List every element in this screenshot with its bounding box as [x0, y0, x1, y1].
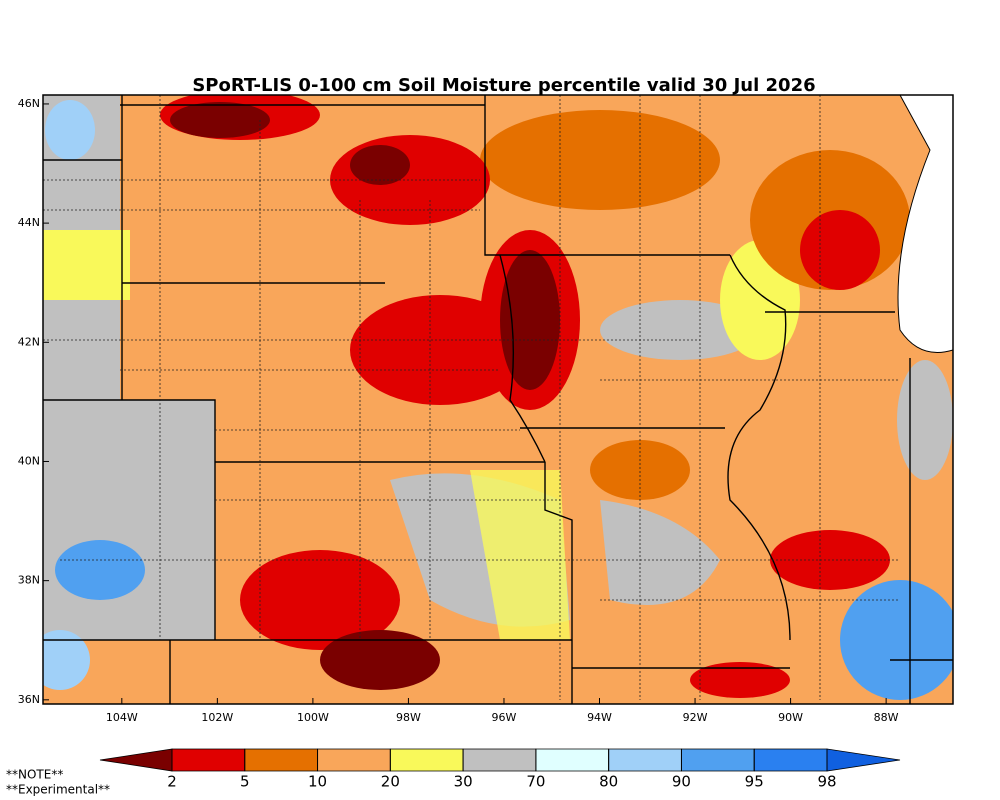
colorbar-bin [462, 748, 537, 772]
colorbar-bin [608, 748, 682, 772]
lat-tick-label: 38N [18, 574, 40, 587]
map-frame [42, 94, 954, 705]
lat-tick-label: 44N [18, 216, 40, 229]
lat-tick-label: 42N [18, 335, 40, 348]
colorbar-label: 90 [672, 773, 691, 791]
colorbar-bin [244, 748, 318, 772]
colorbar-label: 20 [381, 773, 400, 791]
lon-tick-label: 94W [587, 711, 612, 724]
lon-tick-label: 96W [492, 711, 517, 724]
colorbar-label: 70 [526, 773, 545, 791]
lon-tick-label: 104W [106, 711, 138, 724]
colorbar-bin [317, 748, 391, 772]
lon-tick-label: 102W [201, 711, 233, 724]
lat-tick-label: 40N [18, 454, 40, 467]
lat-tick-label: 46N [18, 97, 40, 110]
colorbar-label: 98 [817, 773, 836, 791]
colorbar-label: 80 [599, 773, 618, 791]
colorbar-bin [389, 748, 464, 772]
colorbar-label: 10 [308, 773, 327, 791]
colorbar-bin [753, 748, 828, 772]
lon-tick-label: 90W [778, 711, 803, 724]
colorbar-bin [171, 748, 246, 772]
colorbar-label: 95 [745, 773, 764, 791]
colorbar-bin [99, 748, 173, 772]
lon-tick-label: 88W [874, 711, 899, 724]
colorbar-label: 5 [240, 773, 250, 791]
lon-tick-label: 92W [683, 711, 708, 724]
lon-tick-label: 98W [396, 711, 421, 724]
soil-moisture-field [43, 95, 953, 704]
note: **NOTE** [6, 768, 63, 782]
colorbar-bin [681, 748, 755, 772]
colorbar-label: 30 [454, 773, 473, 791]
colorbar-label: 2 [167, 773, 177, 791]
title: SPoRT-LIS 0-100 cm Soil Moisture percent… [192, 75, 815, 96]
note: **Experimental** [6, 783, 110, 797]
lat-tick-label: 36N [18, 693, 40, 706]
colorbar-bin [826, 748, 901, 772]
lon-tick-label: 100W [297, 711, 329, 724]
colorbar-bin [535, 748, 610, 772]
